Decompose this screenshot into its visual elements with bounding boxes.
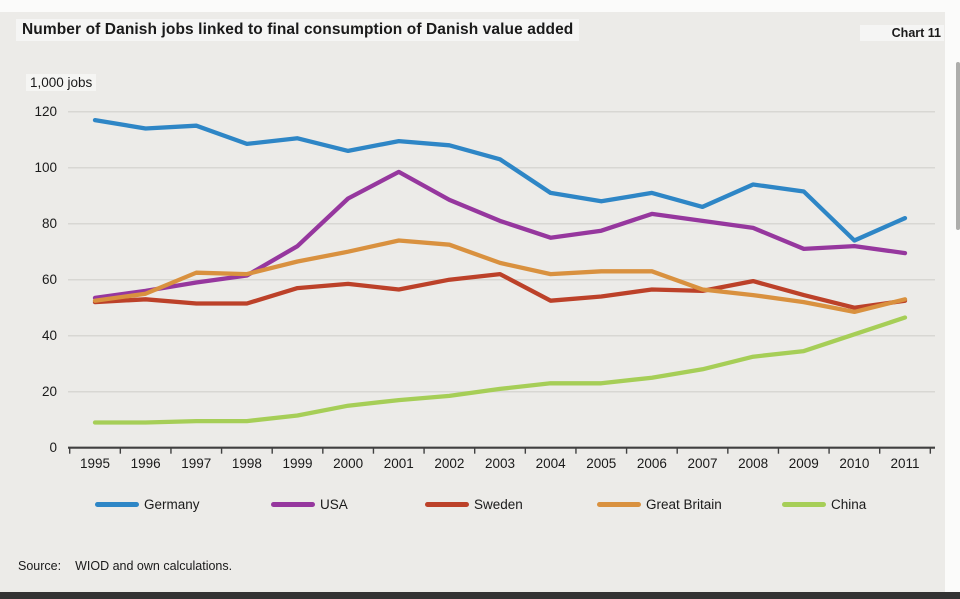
series-line-sweden [92, 271, 908, 310]
y-axis-labels: 0 20 40 60 80 100 120 [34, 104, 57, 455]
line-chart: 0 20 40 60 80 100 120 1995 1996 1997 1998 1999 2000 2… [34, 104, 935, 471]
svg-text:1996: 1996 [131, 456, 161, 471]
svg-text:100: 100 [34, 160, 57, 175]
svg-text:60: 60 [42, 272, 57, 287]
window-bottom-edge [0, 592, 960, 599]
legend-swatch-great-britain [597, 501, 641, 507]
chart-title: Number of Danish jobs linked to final co… [16, 19, 580, 41]
series-line-usa [92, 169, 908, 301]
legend-swatch-usa [271, 501, 315, 507]
legend-item-china: China [782, 493, 866, 515]
page-top-margin [0, 0, 960, 12]
svg-text:40: 40 [42, 328, 57, 343]
svg-text:2007: 2007 [687, 456, 717, 471]
series-line-china [92, 315, 908, 425]
series-line-great-britain [92, 238, 908, 315]
svg-text:2009: 2009 [789, 456, 819, 471]
svg-text:1997: 1997 [181, 456, 211, 471]
svg-text:1995: 1995 [80, 456, 110, 471]
legend-item-germany: Germany [95, 493, 200, 515]
scrollbar-thumb[interactable] [956, 62, 960, 230]
svg-text:120: 120 [34, 104, 57, 119]
source-note: Source: WIOD and own calculations. [18, 559, 232, 573]
legend-item-usa: USA [271, 493, 348, 515]
legend-label-germany: Germany [144, 496, 200, 512]
x-axis-labels: 1995 1996 1997 1998 1999 2000 2001 2002 2003 2004… [80, 456, 920, 471]
legend-item-sweden: Sweden [425, 493, 523, 515]
legend-swatch-germany [95, 501, 139, 507]
legend-item-great-britain: Great Britain [597, 493, 722, 515]
legend-swatch-china [782, 501, 826, 507]
svg-text:1998: 1998 [232, 456, 262, 471]
legend-label-usa: USA [320, 496, 348, 512]
y-axis-unit-label: 1,000 jobs [26, 74, 97, 91]
x-axis [68, 446, 935, 454]
svg-text:2010: 2010 [839, 456, 869, 471]
svg-text:2011: 2011 [890, 456, 919, 471]
svg-text:2006: 2006 [637, 456, 667, 471]
source-text: WIOD and own calculations. [75, 559, 233, 573]
svg-text:2000: 2000 [333, 456, 363, 471]
svg-text:0: 0 [49, 440, 57, 455]
legend-label-sweden: Sweden [474, 496, 523, 512]
source-label: Source: [18, 559, 62, 573]
svg-text:2003: 2003 [485, 456, 515, 471]
series-line-germany [92, 117, 908, 243]
legend-label-china: China [831, 496, 867, 512]
chart-number-label: Chart 11 [860, 25, 944, 41]
svg-text:2001: 2001 [384, 456, 414, 471]
svg-text:1999: 1999 [282, 456, 312, 471]
svg-text:2008: 2008 [738, 456, 768, 471]
legend-label-great-britain: Great Britain [646, 496, 722, 512]
chart-legend: Germany USA Sweden Great Britain China [0, 493, 945, 515]
svg-text:2002: 2002 [434, 456, 464, 471]
svg-text:80: 80 [42, 216, 57, 231]
svg-text:2004: 2004 [536, 456, 567, 471]
svg-text:2005: 2005 [586, 456, 616, 471]
svg-text:20: 20 [42, 384, 57, 399]
legend-swatch-sweden [425, 501, 469, 507]
